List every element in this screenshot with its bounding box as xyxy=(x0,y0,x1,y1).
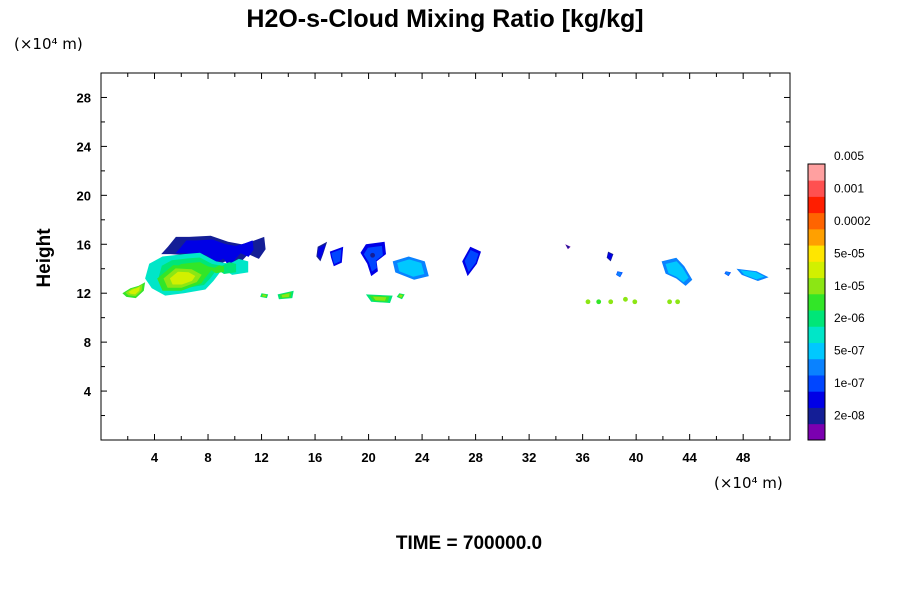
cloud-region xyxy=(331,249,342,264)
cloud-cell xyxy=(596,299,602,305)
cloud-cell xyxy=(675,299,681,305)
cloud-region xyxy=(740,270,765,280)
colorbar-frame xyxy=(807,163,826,441)
plot-area xyxy=(122,235,769,305)
cloud-region xyxy=(262,294,267,297)
x-tick-label: 44 xyxy=(682,450,697,465)
y-tick-label: 20 xyxy=(77,188,91,203)
cloud-cell xyxy=(608,299,614,305)
colorbar-label: 5e-05 xyxy=(834,246,865,260)
colorbar-label: 0.005 xyxy=(834,149,864,163)
cloud-cell xyxy=(667,299,672,305)
colorbar-swatch xyxy=(808,391,825,408)
cloud-region xyxy=(175,239,254,268)
colorbar-swatch xyxy=(808,228,825,246)
cloud-cell xyxy=(623,296,628,302)
x-tick-label: 24 xyxy=(415,450,430,465)
colorbar-swatch xyxy=(808,326,825,343)
x-tick-label: 20 xyxy=(361,450,375,465)
colorbar-swatch xyxy=(808,407,825,425)
colorbar-swatch xyxy=(808,261,825,279)
colorbar-label: 0.001 xyxy=(834,181,864,195)
cloud-region xyxy=(607,252,613,261)
colorbar-swatch xyxy=(808,164,825,181)
y-axis-label: Height xyxy=(34,228,55,288)
x-tick-label: 8 xyxy=(204,450,211,465)
x-tick-label: 36 xyxy=(575,450,589,465)
x-tick-label: 28 xyxy=(468,450,482,465)
colorbar-label: 1e-05 xyxy=(834,279,865,293)
cloud-cell xyxy=(632,299,638,305)
y-tick-label: 4 xyxy=(84,384,92,399)
cloud-region xyxy=(363,245,383,272)
colorbar-swatch xyxy=(808,245,825,262)
cloud-region xyxy=(464,250,479,272)
colorbar-swatch xyxy=(808,196,825,214)
cloud-region xyxy=(398,294,403,298)
x-tick-label: 4 xyxy=(151,450,159,465)
colorbar-swatch xyxy=(808,212,825,230)
cloud-region xyxy=(616,271,622,277)
x-tick-label: 16 xyxy=(308,450,322,465)
colorbar-label: 1e-07 xyxy=(834,376,865,390)
colorbar-swatch xyxy=(808,277,825,295)
colorbar: 2e-08 1e-07 5e-07 2e-06 1e-05 5e-05 0.0002 0.00… xyxy=(807,149,871,441)
colorbar-swatch xyxy=(808,358,825,376)
y-tick-label: 12 xyxy=(77,286,91,301)
cloud-region xyxy=(372,296,387,301)
y-tick-label: 24 xyxy=(77,139,92,154)
cloud-region xyxy=(665,261,689,283)
cloud-region xyxy=(397,259,425,277)
colorbar-label: 0.0002 xyxy=(834,214,871,228)
y-tick-label: 28 xyxy=(77,90,91,105)
time-label: TIME = 700000.0 xyxy=(396,533,542,554)
x-tick-label: 32 xyxy=(522,450,536,465)
cloud-region xyxy=(128,286,140,295)
colorbar-swatch xyxy=(808,342,825,360)
cloud-region xyxy=(317,244,326,260)
y-tick-label: 16 xyxy=(77,237,91,252)
colorbar-swatch xyxy=(808,375,825,392)
y-unit-label: (×10⁴ m) xyxy=(14,35,83,53)
colorbar-swatch xyxy=(808,423,825,441)
plot-frame xyxy=(100,72,791,441)
x-tick-label: 12 xyxy=(254,450,268,465)
cloud-region xyxy=(725,271,731,276)
colorbar-label: 5e-07 xyxy=(834,344,865,358)
cloud-region xyxy=(565,244,570,249)
y-tick-label: 8 xyxy=(84,335,91,350)
x-tick-label: 40 xyxy=(629,450,643,465)
colorbar-swatch xyxy=(808,180,825,197)
colorbar-swatch xyxy=(808,310,825,327)
cloud-cell xyxy=(585,299,591,305)
x-unit-label: (×10⁴ m) xyxy=(714,474,783,492)
colorbar-label: 2e-06 xyxy=(834,311,865,325)
x-tick-label: 48 xyxy=(736,450,750,465)
cloud-cell xyxy=(370,252,375,258)
cloud-region xyxy=(169,271,196,285)
colorbar-label: 2e-08 xyxy=(834,409,865,423)
cloud-region xyxy=(281,293,290,298)
chart-title: H2O-s-Cloud Mixing Ratio [kg/kg] xyxy=(246,5,643,33)
colorbar-swatch xyxy=(808,293,825,311)
